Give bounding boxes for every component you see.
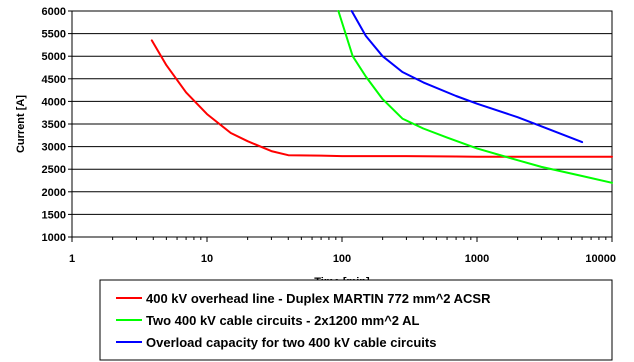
y-tick-label: 4500 — [42, 74, 66, 86]
legend-label-2: Two 400 kV cable circuits - 2x1200 mm^2 … — [146, 313, 420, 328]
series-line-3 — [350, 10, 584, 144]
x-tick-label: 100 — [333, 253, 351, 265]
legend-box — [99, 279, 613, 361]
y-axis-label: Current [A] — [15, 95, 27, 153]
y-tick-label: 5500 — [42, 29, 66, 41]
y-tick-label: 2000 — [42, 187, 66, 199]
x-tick-label: 10 — [201, 253, 213, 265]
legend: 400 kV overhead line - Duplex MARTIN 772… — [99, 279, 613, 361]
series-line-1 — [150, 39, 613, 158]
legend-label-1: 400 kV overhead line - Duplex MARTIN 772… — [146, 291, 491, 306]
legend-label-3: Overload capacity for two 400 kV cable c… — [146, 335, 436, 350]
x-tick-label: 1000 — [465, 253, 489, 265]
y-tick-label: 4000 — [42, 96, 66, 108]
axes — [68, 10, 613, 242]
y-tick-label: 3000 — [42, 142, 66, 154]
y-tick-label: 1000 — [42, 232, 66, 244]
series-lines — [150, 10, 613, 184]
y-tick-label: 1500 — [42, 209, 66, 221]
y-tick-label: 6000 — [42, 6, 66, 18]
y-tick-label: 5000 — [42, 51, 66, 63]
x-tick-label: 10000 — [585, 253, 616, 265]
x-tick-label: 1 — [69, 253, 75, 265]
series-line-2 — [337, 10, 613, 184]
y-tick-label: 2500 — [42, 164, 66, 176]
grid — [72, 10, 612, 238]
y-tick-label: 3500 — [42, 119, 66, 131]
